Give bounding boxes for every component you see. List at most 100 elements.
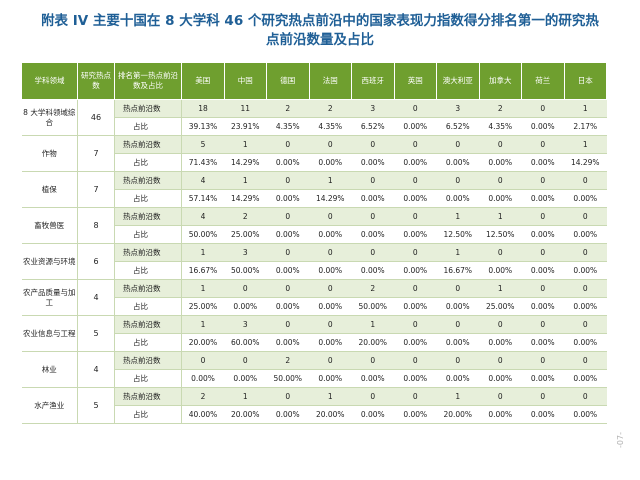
- count-cell: 0: [479, 315, 522, 334]
- count-cell: 0: [564, 315, 607, 334]
- pct-cell: 39.13%: [181, 117, 224, 136]
- table-row: 畜牧兽医 8 热点前沿数 4 2 0 0 0 0 1 1 0 0: [21, 207, 607, 244]
- count-cell: 1: [351, 315, 394, 334]
- pct-cell: 0.00%: [479, 189, 522, 208]
- pct-cell: 0.00%: [436, 153, 479, 172]
- count-cell: 0: [309, 279, 352, 298]
- page-number: -07-: [616, 432, 625, 448]
- count-cell: 1: [224, 387, 267, 406]
- table-row: 占比 25.00% 0.00% 0.00% 0.00% 50.00% 0.00% 0.00% 2…: [22, 297, 607, 316]
- count-cell: 1: [479, 279, 522, 298]
- count-cell: 4: [181, 171, 224, 190]
- count-cell: 0: [309, 351, 352, 370]
- count-cell: 1: [309, 387, 352, 406]
- count-cell: 0: [224, 351, 267, 370]
- count-cell: 0: [479, 387, 522, 406]
- pct-cell: 12.50%: [436, 225, 479, 244]
- table-row: 占比 39.13% 23.91% 4.35% 4.35% 6.52% 0.00% 6.52% 4…: [22, 117, 607, 136]
- count-cell: 1: [181, 279, 224, 298]
- table-row: 农业资源与环境 6 热点前沿数 1 3 0 0 0 0 1 0 0 0: [21, 243, 607, 280]
- pct-cell: 20.00%: [181, 333, 224, 352]
- count-cell: 0: [309, 207, 352, 226]
- metric-label: 占比: [114, 189, 182, 208]
- field-cell: 8 大学科领域综合: [21, 99, 78, 136]
- metric-label: 热点前沿数: [114, 135, 182, 154]
- count-cell: 2: [181, 387, 224, 406]
- count-cell: 0: [309, 315, 352, 334]
- field-cell: 农业资源与环境: [21, 243, 78, 280]
- total-cell: 7: [77, 171, 115, 208]
- pct-cell: 14.29%: [224, 189, 267, 208]
- pct-cell: 0.00%: [266, 153, 309, 172]
- header-row: 学科领域 研究热点数 排名第一热点前沿数及占比 美国 中国 德国 法国 西班牙 …: [21, 62, 607, 100]
- count-cell: 0: [521, 135, 564, 154]
- table-row: 8 大学科领域综合 46 热点前沿数 18 11 2 2 3 0 3 2 0 1: [21, 99, 607, 136]
- pct-cell: 4.35%: [479, 117, 522, 136]
- metric-label: 占比: [114, 369, 182, 388]
- pct-cell: 0.00%: [351, 225, 394, 244]
- field-cell: 农产品质量与加工: [21, 279, 78, 316]
- count-cell: 0: [394, 387, 437, 406]
- count-cell: 0: [521, 387, 564, 406]
- pct-cell: 0.00%: [436, 333, 479, 352]
- header-metric: 排名第一热点前沿数及占比: [114, 62, 182, 100]
- table-row: 作物 7 热点前沿数 5 1 0 0 0 0 0 0 0 1: [21, 135, 607, 172]
- pct-cell: 0.00%: [521, 117, 564, 136]
- total-cell: 5: [77, 387, 115, 424]
- total-cell: 6: [77, 243, 115, 280]
- pct-cell: 0.00%: [521, 153, 564, 172]
- pct-cell: 0.00%: [436, 297, 479, 316]
- count-cell: 0: [266, 171, 309, 190]
- table-row: 水产渔业 5 热点前沿数 2 1 0 1 0 0 1 0 0 0: [21, 387, 607, 424]
- count-cell: 0: [266, 243, 309, 262]
- count-cell: 18: [181, 99, 224, 118]
- pct-cell: 0.00%: [224, 297, 267, 316]
- count-cell: 0: [266, 387, 309, 406]
- pct-cell: 50.00%: [224, 261, 267, 280]
- pct-cell: 0.00%: [351, 189, 394, 208]
- header-country: 法国: [308, 62, 352, 100]
- pct-cell: 50.00%: [351, 297, 394, 316]
- pct-cell: 16.67%: [181, 261, 224, 280]
- count-cell: 0: [564, 243, 607, 262]
- table-row: 农业信息与工程 5 热点前沿数 1 3 0 0 1 0 0 0 0 0: [21, 315, 607, 352]
- pct-cell: 0.00%: [309, 297, 352, 316]
- count-cell: 0: [394, 207, 437, 226]
- count-cell: 0: [479, 243, 522, 262]
- metric-label: 占比: [114, 225, 182, 244]
- count-cell: 0: [394, 99, 437, 118]
- pct-cell: 0.00%: [521, 369, 564, 388]
- count-cell: 3: [224, 315, 267, 334]
- pct-cell: 0.00%: [521, 405, 564, 424]
- count-cell: 0: [564, 387, 607, 406]
- page-title: 附表 IV 主要十国在 8 大学科 46 个研究热点前沿中的国家表现力指数得分排…: [0, 12, 640, 50]
- metric-label: 热点前沿数: [114, 171, 182, 190]
- pct-cell: 0.00%: [521, 333, 564, 352]
- count-cell: 0: [479, 171, 522, 190]
- pct-cell: 0.00%: [266, 333, 309, 352]
- total-cell: 8: [77, 207, 115, 244]
- ranking-table: 学科领域 研究热点数 排名第一热点前沿数及占比 美国 中国 德国 法国 西班牙 …: [21, 62, 607, 424]
- count-cell: 11: [224, 99, 267, 118]
- pct-cell: 23.91%: [224, 117, 267, 136]
- pct-cell: 0.00%: [309, 225, 352, 244]
- count-cell: 0: [309, 135, 352, 154]
- count-cell: 0: [224, 279, 267, 298]
- pct-cell: 0.00%: [394, 117, 437, 136]
- table-row: 农产品质量与加工 4 热点前沿数 1 0 0 0 2 0 0 1 0 0: [21, 279, 607, 316]
- header-country: 英国: [393, 62, 437, 100]
- pct-cell: 57.14%: [181, 189, 224, 208]
- count-cell: 2: [479, 99, 522, 118]
- header-field: 学科领域: [21, 62, 78, 100]
- pct-cell: 0.00%: [436, 369, 479, 388]
- metric-label: 热点前沿数: [114, 387, 182, 406]
- pct-cell: 50.00%: [266, 369, 309, 388]
- count-cell: 0: [564, 171, 607, 190]
- pct-cell: 0.00%: [394, 225, 437, 244]
- metric-label: 热点前沿数: [114, 279, 182, 298]
- pct-cell: 0.00%: [394, 297, 437, 316]
- count-cell: 2: [309, 99, 352, 118]
- count-cell: 0: [394, 135, 437, 154]
- count-cell: 0: [479, 135, 522, 154]
- count-cell: 0: [521, 171, 564, 190]
